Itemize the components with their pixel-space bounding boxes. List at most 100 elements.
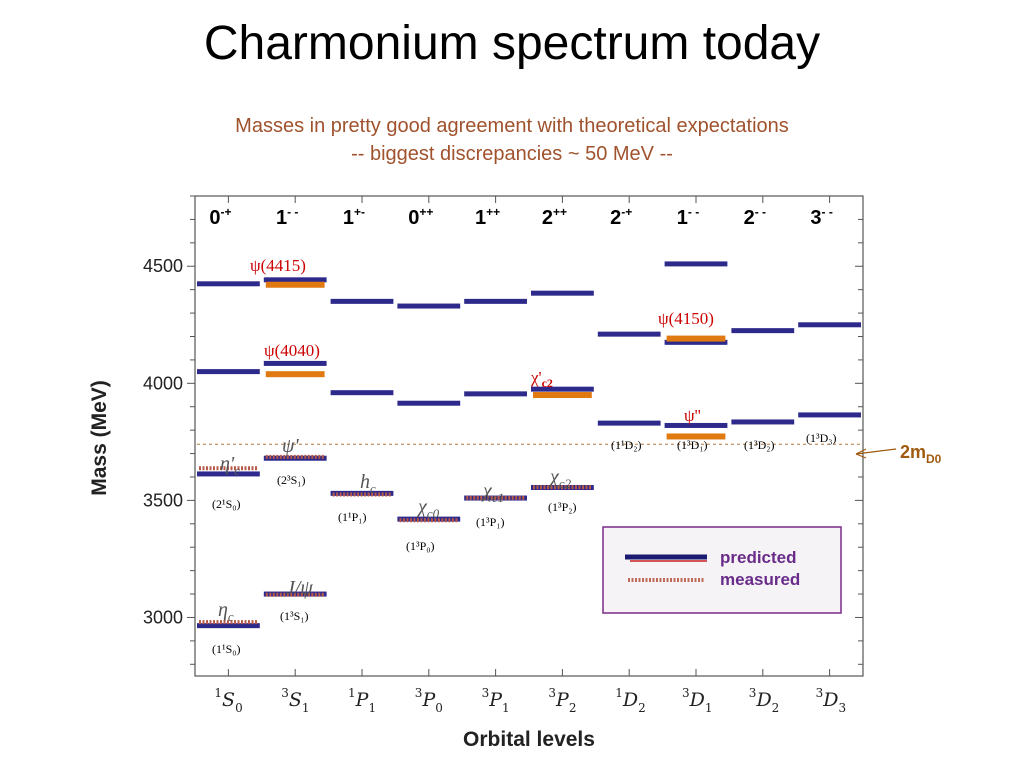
psi-4040-label: ψ(4040) [264,341,320,360]
spec-1-3p0: (1³P₀) [406,539,434,553]
orbital-label: 3D2 [749,686,780,715]
orbital-label: 1D2 [615,686,646,715]
orbital-label: 3S1 [281,686,309,715]
chi-c0-symbol: χc0 [416,496,440,521]
y-axis: 3000 3500 4000 4500 [143,195,863,665]
chi-c2-symbol: χc2 [548,466,572,491]
orbital-labels: 1S0 3S1 1P1 3P0 3P1 3P2 1D2 3D1 3D2 3D3 [214,196,846,715]
predicted-level [731,419,795,425]
spec-2-3s1: (2³S₁) [277,473,305,487]
levels [197,261,861,629]
threshold-label-main: 2m [900,442,926,462]
eta-c-prime-sub: c [234,463,240,478]
threshold-label: 2mD0 [900,442,942,466]
jpc-label: 2++ [542,205,567,229]
predicted-level [798,322,861,328]
x-axis-title: Orbital levels [463,728,595,751]
eta-c-prime-symbol: η'c [220,453,240,478]
chi-c0-sub: c0 [427,506,440,521]
spec-1-3d1: (1³D₁) [677,438,707,452]
orbital-label: 1P1 [348,686,376,715]
measured-level [666,335,726,342]
measured-level [666,433,726,440]
predicted-level [531,290,594,296]
predicted-level [263,360,327,366]
predicted-level [798,412,861,418]
threshold-arrow [855,448,897,455]
jpc-label: 1++ [475,205,500,229]
chi-c2-sub: c2 [559,476,572,491]
orbital-label: 3P0 [415,686,443,715]
predicted-level [531,386,594,392]
predicted-level [464,391,527,397]
orbital-label: 3D1 [682,686,713,715]
spec-1-3s1: (1³S₁) [280,609,308,623]
measured-level [533,392,592,399]
eta-c-prime-glyph: η' [220,453,235,475]
y-axis-title: Mass (MeV) [88,380,111,496]
predicted-level [597,331,661,337]
chi-c1-glyph: χ [481,480,493,502]
predicted-level [197,471,260,477]
predicted-level [664,261,728,267]
predicted-level [197,281,260,287]
predicted-level [664,339,728,345]
orbital-label: 3P2 [548,686,576,715]
y-tick-label: 3000 [143,607,183,627]
y-tick-label: 4000 [143,373,183,393]
spec-1-1p1: (1¹P₁) [338,510,366,524]
legend-predicted-label: predicted [720,548,797,567]
jpc-label: 0-+ [209,205,231,229]
predicted-level [464,298,527,304]
predicted-level [197,369,260,375]
jpc-label: 2- - [744,205,766,229]
predicted-level [197,623,260,629]
jpc-label: 2-+ [610,205,632,229]
spec-1-3p2: (1³P₂) [548,500,576,514]
predicted-level [330,390,394,396]
slide-title: Charmonium spectrum today [203,17,821,70]
psi-4415-label: ψ(4415) [250,256,306,275]
eta-c-glyph: η [218,599,228,621]
orbital-label: 3D3 [816,686,847,715]
threshold-label-sub: D0 [926,452,942,466]
legend-box [602,526,842,614]
eta-c-sub: c [228,609,234,624]
predicted-level [263,277,327,283]
chi-c1-sub: c1 [492,490,504,505]
h-c-glyph: h [360,471,370,493]
psi-double-prime-label: ψ'' [684,406,701,425]
predicted-level [664,422,728,428]
psi-prime-symbol: ψ' [282,435,299,457]
predicted-level [397,400,461,406]
y-tick-label: 4500 [143,256,183,276]
eta-c-symbol: ηc [218,599,234,624]
predicted-level [397,303,461,309]
jpc-label: 0++ [408,205,433,229]
legend-measured-label: measured [720,570,800,589]
spec-1-1s0: (1¹S₀) [212,642,240,656]
chi-c1-symbol: χc1 [481,480,504,505]
h-c-sub: c [370,481,376,496]
jpc-labels: 0-+ 1- - 1+- 0++ 1++ 2++ 2-+ 1- - 2- - 3- - [209,205,832,229]
subtitle-line-1: Masses in pretty good agreement with the… [235,115,789,137]
jpc-label: 1- - [276,205,298,229]
jpc-label: 1- - [677,205,699,229]
measured-level [265,371,325,378]
threshold-arrowhead [855,448,867,459]
spec-1-3d2: (1³D₂) [744,438,774,452]
h-c-symbol: hc [360,471,376,496]
predicted-level [330,298,394,304]
jpc-label: 3- - [810,205,832,229]
measured-level [265,281,325,288]
chi-c2-prime-label: χ'c2 [530,368,553,390]
spec-1-3d3: (1³D₃) [806,431,836,445]
chi-c2-glyph: χ [548,466,560,488]
spec-2-1s0: (2¹S₀) [212,497,240,511]
orbital-label: 1S0 [214,686,242,715]
chi-c2-prime-symbol: χ' [530,368,542,387]
subtitle-line-2: -- biggest discrepancies ~ 50 MeV -- [351,143,673,165]
orbital-label: 3P1 [482,686,510,715]
psi-4150-label: ψ(4150) [658,309,714,328]
